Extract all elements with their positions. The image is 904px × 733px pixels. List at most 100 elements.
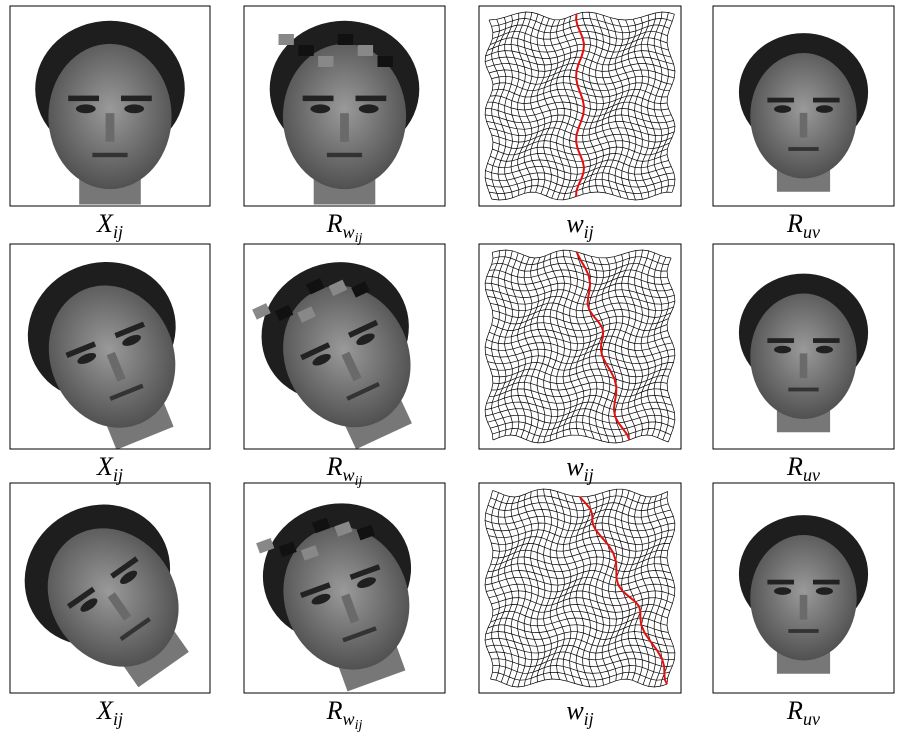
- brow: [767, 338, 794, 343]
- nose: [340, 113, 349, 142]
- face: [243, 483, 446, 707]
- mesh-line: [492, 369, 671, 377]
- mouth: [327, 153, 362, 157]
- caption-sub: w: [343, 465, 355, 485]
- mesh-line: [635, 495, 643, 682]
- brow: [813, 98, 840, 103]
- panel-image: [485, 12, 675, 200]
- caption-subsub: ij: [355, 474, 363, 489]
- mesh-line: [485, 283, 672, 291]
- caption-sub: w: [343, 222, 355, 242]
- panel: Ruv: [713, 244, 894, 485]
- caption-base: R: [326, 696, 343, 725]
- brow: [121, 96, 152, 102]
- mouth: [92, 153, 127, 157]
- panel-image: [739, 274, 868, 433]
- brow: [813, 580, 840, 585]
- mesh-line: [489, 652, 675, 660]
- caption-sub: ij: [584, 709, 594, 729]
- caption: Ruv: [786, 452, 820, 485]
- eye: [774, 105, 791, 113]
- eye: [359, 104, 379, 113]
- caption-base: R: [786, 452, 803, 481]
- mesh-line: [641, 497, 649, 685]
- mesh-line: [537, 16, 545, 194]
- caption-sub: ij: [584, 465, 594, 485]
- eye: [774, 587, 791, 595]
- mesh-line: [498, 495, 506, 682]
- mouth: [788, 629, 818, 633]
- mesh-line: [492, 250, 671, 258]
- panel-image: [485, 489, 675, 687]
- panel-image: [739, 33, 868, 192]
- nose: [106, 113, 115, 142]
- mesh-line: [505, 497, 513, 685]
- panel: Rwij: [239, 238, 452, 489]
- caption-base: X: [96, 209, 114, 238]
- panel: Ruv: [713, 483, 894, 729]
- panel-frame: [479, 483, 681, 693]
- nose: [800, 353, 808, 378]
- eye: [774, 346, 791, 354]
- mesh-line: [493, 83, 670, 91]
- caption-sub: uv: [803, 222, 820, 242]
- caption: Xij: [96, 209, 123, 242]
- panel: wij: [479, 6, 681, 242]
- nose: [800, 113, 808, 138]
- face: [739, 515, 868, 674]
- figure: XijRwijwijRuvXijRwijwijRuvXijRwijwijRuv: [0, 0, 904, 733]
- caption-sub: uv: [803, 465, 820, 485]
- caption-base: X: [96, 452, 114, 481]
- panel-image: [7, 240, 215, 466]
- mesh-line: [490, 362, 673, 370]
- panel: wij: [479, 244, 681, 485]
- caption-base: w: [566, 452, 584, 481]
- mesh-line: [486, 632, 671, 640]
- mesh-line: [524, 257, 532, 440]
- caption-base: X: [96, 696, 114, 725]
- eye: [76, 104, 96, 113]
- caption-base: w: [566, 696, 584, 725]
- panel-image: [270, 21, 420, 205]
- caption-base: w: [566, 209, 584, 238]
- panel: wij: [479, 483, 681, 729]
- artifact: [279, 34, 294, 45]
- panel: Xij: [10, 6, 210, 242]
- panel-image: [485, 250, 675, 443]
- face: [0, 476, 225, 712]
- artifact: [338, 34, 353, 45]
- panel: Rwij: [244, 6, 445, 246]
- face: [7, 240, 215, 466]
- brow: [303, 96, 334, 102]
- eye: [816, 346, 833, 354]
- face: [270, 21, 420, 205]
- mesh-line: [492, 263, 667, 271]
- panel: Rwij: [243, 483, 446, 733]
- artifact: [358, 45, 373, 56]
- eye: [816, 587, 833, 595]
- panel-image: [739, 515, 868, 674]
- caption: Ruv: [786, 209, 820, 242]
- artifact: [318, 56, 333, 67]
- caption-sub: uv: [803, 709, 820, 729]
- caption: Xij: [96, 696, 123, 729]
- caption: Rwij: [326, 696, 363, 733]
- caption-sub: ij: [113, 222, 123, 242]
- caption-base: R: [326, 209, 343, 238]
- caption-base: R: [786, 696, 803, 725]
- face: [239, 238, 452, 468]
- panel-image: [0, 476, 225, 712]
- panel-image: [243, 483, 446, 707]
- caption-subsub: ij: [355, 718, 363, 733]
- panel-image: [35, 21, 185, 205]
- panel: Xij: [0, 476, 225, 729]
- caption: Ruv: [786, 696, 820, 729]
- caption-sub: w: [343, 709, 355, 729]
- brow: [767, 580, 794, 585]
- mesh-line: [493, 543, 670, 551]
- face: [739, 274, 868, 433]
- mouth: [788, 388, 818, 392]
- mesh-line: [493, 435, 668, 443]
- brow: [356, 96, 387, 102]
- panel-frame: [479, 6, 681, 206]
